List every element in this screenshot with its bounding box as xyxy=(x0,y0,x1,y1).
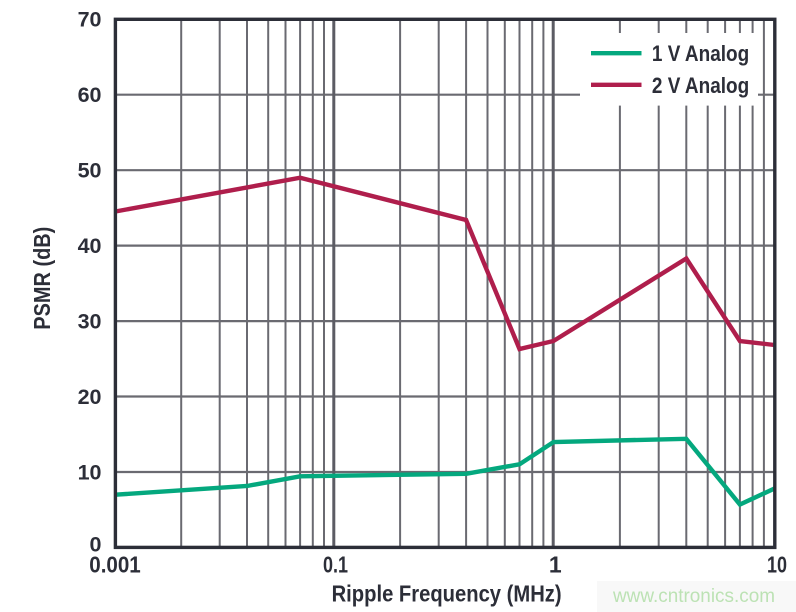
svg-text:50: 50 xyxy=(78,159,102,183)
svg-text:70: 70 xyxy=(78,8,102,32)
svg-text:30: 30 xyxy=(78,309,102,333)
svg-text:40: 40 xyxy=(78,234,102,258)
svg-text:www.cntronics.com: www.cntronics.com xyxy=(612,585,775,607)
svg-text:10: 10 xyxy=(78,460,102,484)
svg-text:1: 1 xyxy=(549,552,562,578)
svg-text:60: 60 xyxy=(78,83,102,107)
svg-text:20: 20 xyxy=(78,385,102,409)
svg-text:0.001: 0.001 xyxy=(89,552,141,578)
svg-text:PSMR (dB): PSMR (dB) xyxy=(29,227,55,330)
svg-text:10: 10 xyxy=(767,552,787,578)
svg-text:1 V Analog: 1 V Analog xyxy=(652,41,749,66)
svg-text:Ripple Frequency (MHz): Ripple Frequency (MHz) xyxy=(332,581,562,607)
svg-text:2 V Analog: 2 V Analog xyxy=(652,73,749,98)
svg-text:0.1: 0.1 xyxy=(323,552,348,578)
svg-text:0: 0 xyxy=(90,532,102,556)
